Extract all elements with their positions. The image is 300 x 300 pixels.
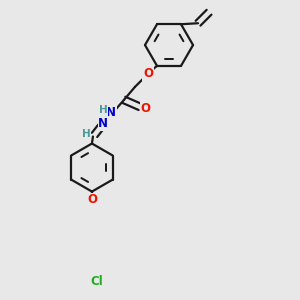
Text: N: N <box>106 106 116 119</box>
Text: O: O <box>87 194 97 206</box>
Text: Cl: Cl <box>91 274 103 288</box>
Text: H: H <box>82 129 90 139</box>
Text: O: O <box>140 102 150 115</box>
Text: N: N <box>98 117 108 130</box>
Text: H: H <box>99 105 108 115</box>
Text: O: O <box>143 68 153 80</box>
